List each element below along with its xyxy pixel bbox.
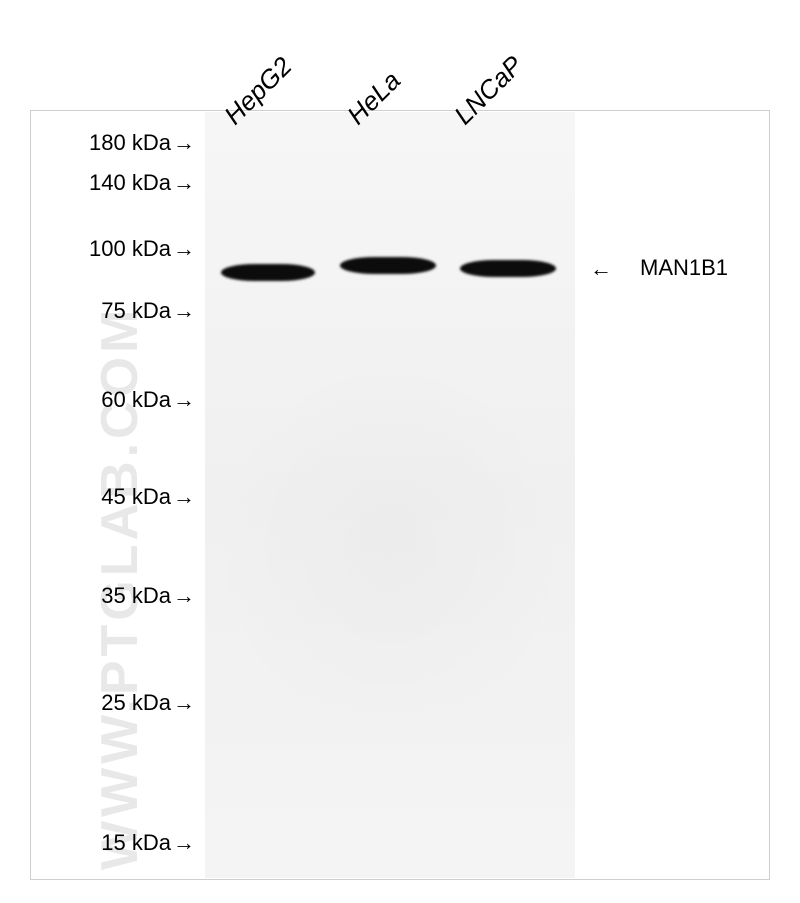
arrow-right-icon: →	[173, 690, 195, 716]
marker-label: 45 kDa→	[101, 484, 195, 510]
arrow-right-icon: →	[173, 298, 195, 324]
arrow-right-icon: →	[173, 387, 195, 413]
marker-text: 140 kDa	[89, 170, 171, 195]
marker-label: 140 kDa→	[89, 170, 195, 196]
arrow-right-icon: →	[173, 130, 195, 156]
arrow-right-icon: →	[173, 830, 195, 856]
target-text: MAN1B1	[640, 255, 728, 280]
marker-text: 180 kDa	[89, 130, 171, 155]
marker-label: 75 kDa→	[101, 298, 195, 324]
marker-label: 15 kDa→	[101, 830, 195, 856]
target-label: MAN1B1	[640, 255, 728, 281]
arrow-left-icon: ←	[590, 256, 612, 282]
marker-text: 15 kDa	[101, 830, 171, 855]
band	[340, 257, 436, 274]
marker-label: 60 kDa→	[101, 387, 195, 413]
western-blot-figure: WWW.PTGLAB.COM HepG2 HeLa LNCaP 180 kDa→…	[0, 0, 800, 903]
band	[460, 260, 556, 277]
arrow-right-icon: →	[173, 583, 195, 609]
marker-label: 180 kDa→	[89, 130, 195, 156]
marker-text: 25 kDa	[101, 690, 171, 715]
arrow-right-icon: →	[173, 484, 195, 510]
marker-text: 60 kDa	[101, 387, 171, 412]
marker-label: 100 kDa→	[89, 236, 195, 262]
marker-label: 35 kDa→	[101, 583, 195, 609]
band	[221, 264, 315, 281]
arrow-right-icon: →	[173, 236, 195, 262]
marker-text: 35 kDa	[101, 583, 171, 608]
marker-label: 25 kDa→	[101, 690, 195, 716]
marker-text: 75 kDa	[101, 298, 171, 323]
arrow-right-icon: →	[173, 170, 195, 196]
membrane-shading	[205, 350, 575, 750]
marker-text: 100 kDa	[89, 236, 171, 261]
marker-text: 45 kDa	[101, 484, 171, 509]
